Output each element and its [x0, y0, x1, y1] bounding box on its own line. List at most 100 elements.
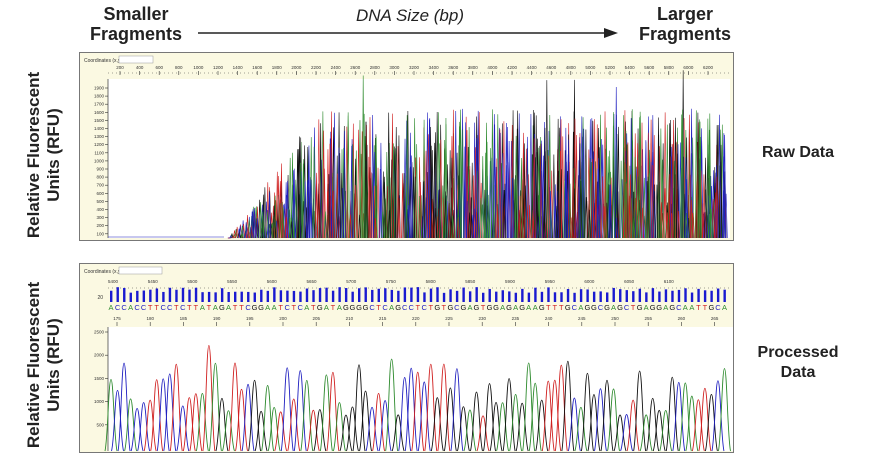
x-tick-label: 2600: [350, 65, 361, 70]
base-call: T: [703, 303, 708, 312]
raw-peak: [532, 110, 536, 239]
chromatogram-peak: [509, 393, 523, 452]
raw-peak: [384, 209, 388, 239]
raw-peak: [507, 140, 511, 239]
raw-peak: [322, 130, 326, 239]
quality-bar: [358, 288, 361, 302]
raw-peak: [405, 120, 409, 239]
x-tick-label: 6200: [703, 65, 714, 70]
raw-peak: [500, 123, 504, 239]
raw-peak: [600, 138, 604, 239]
raw-peak: [625, 144, 629, 239]
base-call: T: [174, 303, 179, 312]
bp-tick-label: 255: [644, 316, 652, 321]
raw-peak: [524, 148, 528, 239]
raw-peak: [704, 189, 708, 239]
raw-peak: [592, 151, 596, 239]
chromatogram-peak: [626, 399, 640, 452]
chromatogram-peak: [404, 367, 418, 452]
quality-bar: [162, 291, 165, 302]
bp-tick-label: 215: [379, 316, 387, 321]
quality-bar: [697, 288, 700, 302]
quality-bar: [592, 291, 596, 302]
chromatogram-peak: [678, 382, 692, 452]
bp-tick-label: 245: [578, 316, 586, 321]
raw-peak: [383, 176, 387, 239]
base-call: A: [644, 303, 649, 312]
raw-peak: [408, 132, 412, 239]
base-call: G: [317, 303, 323, 312]
raw-peak: [361, 75, 365, 239]
chromatogram-peak: [548, 379, 562, 452]
raw-peak: [642, 177, 646, 239]
chromatogram-peak: [672, 382, 686, 452]
chromatogram-peak: [535, 399, 549, 452]
chromatogram-peak: [346, 406, 359, 452]
raw-peak: [348, 214, 352, 239]
quality-bar: [260, 289, 263, 302]
raw-peak: [390, 159, 394, 239]
raw-peak: [568, 183, 572, 239]
raw-peak: [299, 162, 303, 239]
coordinates-field[interactable]: [118, 266, 163, 275]
bp-tick-label: 230: [478, 316, 486, 321]
quality-bar: [468, 291, 472, 302]
quality-bar: [273, 287, 276, 302]
raw-peak: [622, 115, 626, 239]
chromatogram-peak: [646, 397, 660, 452]
quality-bar: [514, 292, 518, 302]
raw-peak: [241, 220, 245, 239]
raw-peak: [531, 209, 535, 239]
raw-peak: [290, 221, 294, 239]
base-call: A: [226, 303, 231, 312]
quality-bar: [312, 290, 315, 302]
raw-peak: [329, 111, 333, 239]
raw-peak: [672, 160, 676, 239]
base-call: C: [598, 303, 604, 312]
coordinates-label: Coordinates (x,y): [84, 58, 122, 64]
quality-bar: [436, 287, 439, 302]
raw-peak: [687, 114, 691, 239]
chromatogram-peak: [332, 402, 346, 452]
raw-peak: [250, 225, 254, 239]
quality-bar: [716, 288, 720, 302]
raw-peak: [337, 147, 341, 239]
chromatogram-peak: [372, 392, 386, 452]
chromatogram-peak: [483, 383, 496, 452]
chromatogram-peak: [665, 376, 679, 452]
chromatogram-peak: [620, 414, 634, 452]
base-call: A: [128, 303, 133, 312]
base-call: G: [669, 303, 675, 312]
chromatogram-peak: [202, 345, 216, 452]
chromatogram-peak: [411, 371, 425, 452]
scan-tick-label: 5950: [545, 279, 556, 284]
raw-peak: [261, 194, 265, 239]
base-call: C: [676, 303, 682, 312]
raw-y-axis-label: Relative Fluorescent Units (RFU): [24, 71, 63, 239]
raw-peak: [526, 174, 530, 239]
chromatogram-peak: [215, 397, 229, 452]
y-tick-label: 500: [96, 422, 104, 427]
x-tick-label: 3000: [389, 65, 400, 70]
raw-peak: [418, 181, 422, 239]
base-call: A: [272, 303, 277, 312]
quality-bar: [475, 287, 478, 302]
quality-bar: [416, 287, 420, 302]
raw-peak: [626, 142, 630, 239]
quality-bar: [331, 290, 335, 302]
raw-peak: [418, 196, 422, 239]
bp-tick-label: 250: [611, 316, 619, 321]
base-call: C: [572, 303, 578, 312]
quality-bar: [214, 292, 217, 302]
coordinates-field[interactable]: [118, 55, 154, 64]
raw-peak: [628, 174, 632, 239]
base-call: A: [389, 303, 394, 312]
chromatogram-peak: [293, 370, 307, 452]
chromatogram-peak: [195, 392, 209, 452]
chromatogram-peak: [339, 414, 353, 452]
y-tick-label: 200: [96, 223, 104, 228]
x-tick-label: 3800: [468, 65, 479, 70]
quality-bar: [566, 288, 570, 302]
raw-peak: [640, 207, 644, 239]
dna-size-label: DNA Size (bp): [355, 6, 464, 25]
